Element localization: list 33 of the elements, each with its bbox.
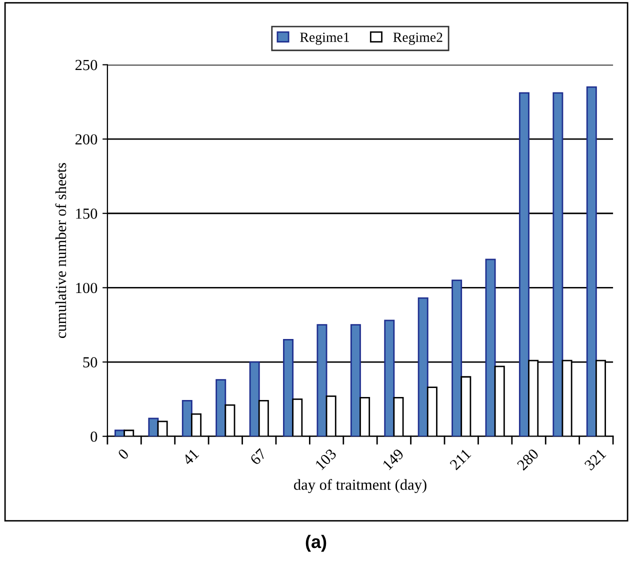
bar: [316, 324, 328, 436]
bar: [249, 361, 260, 436]
legend-label: Regime1: [300, 32, 349, 45]
x-axis-title: day of traitment (day): [294, 478, 426, 494]
bar: [350, 324, 361, 436]
bar: [485, 258, 496, 436]
bar: [552, 92, 564, 436]
bar: [586, 86, 597, 436]
y-tick-label: 100: [76, 282, 98, 294]
x-tick-label: 211: [449, 448, 472, 470]
y-tick-label: 250: [75, 60, 98, 70]
bar: [148, 418, 159, 436]
x-tick-label: 280: [516, 448, 540, 471]
legend-label: Regime2: [393, 32, 442, 45]
x-tick-label: 67: [250, 448, 267, 466]
x-tick-label: 321: [584, 448, 606, 471]
y-tick-label: 150: [76, 208, 98, 219]
bar: [518, 92, 530, 436]
bar: [452, 280, 462, 436]
y-axis-title: cumulative number of sheets: [55, 163, 66, 338]
bar: [216, 379, 226, 436]
bar: [182, 400, 192, 436]
x-tick-label: 0: [117, 448, 130, 460]
x-tick-label: 149: [382, 448, 404, 470]
x-tick-label: 41: [182, 448, 200, 466]
text: (a): [306, 534, 326, 552]
bar: [418, 297, 428, 436]
y-tick-label: 200: [75, 134, 98, 145]
bar: [384, 320, 395, 436]
y-tick-label: 0: [90, 431, 98, 442]
bar: [283, 339, 294, 436]
y-tick-label: 50: [83, 357, 98, 368]
x-tick-label: 103: [314, 448, 337, 470]
